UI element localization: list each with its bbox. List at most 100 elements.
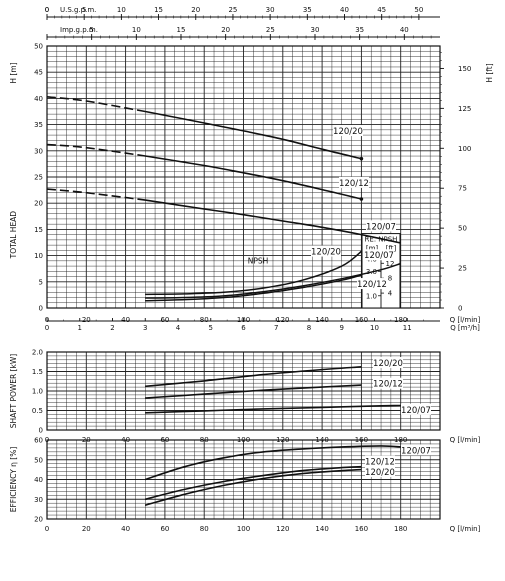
eff-y-tick-label: 40 — [34, 476, 43, 484]
head-label-120-12: 120/12 — [339, 179, 369, 189]
power-x-tick-label: 40 — [121, 436, 130, 444]
m3h-tick-label: 1 — [78, 324, 82, 332]
eff-curve-120-07 — [145, 445, 401, 481]
head-y-tick-label: 40 — [34, 95, 43, 103]
head-y-tick-label: 20 — [34, 200, 43, 208]
panel-frame — [46, 351, 441, 431]
text-layer: 0 5 10 15 20 25 30 35 40 45 505 10 15 20 25 30 35 40U.S.g… — [9, 6, 494, 533]
power-curve-120-12 — [145, 384, 362, 399]
head-curve-120-07 — [145, 199, 401, 244]
usgpm-zero-label: 0 — [45, 6, 49, 14]
head-x-lmin-tick-label: 20 — [82, 316, 91, 324]
usgpm-tick-label: 15 — [154, 6, 163, 14]
power-x-tick-label: 0 — [45, 436, 49, 444]
npsh-curve-120-20 — [145, 250, 362, 296]
power-x-tick-label: 100 — [237, 436, 250, 444]
head-y-tick-label: 0 — [39, 305, 43, 313]
m3h-tick-label: 6 — [241, 324, 246, 332]
head-x-lmin-axis-label: Q [l/min] — [450, 316, 481, 324]
power-label-120-20: 120/20 — [373, 359, 403, 369]
npsh-curve-120-07 — [145, 262, 401, 299]
power-y-tick-label: 0.5 — [32, 407, 43, 415]
ft-tick-label: 75 — [458, 185, 467, 193]
head-curve-120-20-dashed — [46, 96, 146, 113]
curve-end-marker — [359, 156, 364, 161]
impgpm-tick-label: 30 — [311, 26, 320, 34]
m3h-axis-label: Q [m³/h] — [450, 324, 480, 332]
power-y-tick-label: 2.0 — [32, 349, 43, 357]
eff-y-tick-label: 60 — [34, 437, 43, 445]
eff-x-tick-label: 80 — [200, 525, 209, 533]
head-curve-120-12-dashed — [46, 143, 146, 157]
eff-x-tick-label: 140 — [315, 525, 328, 533]
impgpm-tick-label: 25 — [266, 26, 275, 34]
total-head-label: TOTAL HEAD — [9, 211, 18, 260]
power-x-tick-label: 180 — [394, 436, 407, 444]
head-curve-120-20 — [145, 110, 362, 160]
eff-x-tick-label: 180 — [394, 525, 407, 533]
head-y-tick-label: 15 — [34, 226, 43, 234]
power-x-tick-label: 140 — [315, 436, 328, 444]
head-x-lmin-tick-label: 180 — [394, 316, 407, 324]
npsh-ft-unit: [ft] — [386, 245, 397, 253]
head-y-tick-label: 35 — [34, 121, 43, 129]
head-label-120-12-bg — [339, 176, 369, 188]
usgpm-tick-label: 20 — [191, 6, 200, 14]
head-ft-axis-label: H [ft] — [485, 63, 494, 82]
head-curve-120-12 — [145, 155, 362, 200]
eff-x-tick-label: 100 — [237, 525, 250, 533]
usgpm-tick-label: 50 — [414, 6, 423, 14]
shaft-power-label: SHAFT POWER [kW] — [9, 354, 18, 429]
m3h-tick-label: 9 — [340, 324, 344, 332]
power-label-120-12-bg — [373, 377, 403, 389]
power-curve-120-07 — [145, 404, 401, 414]
head-x-lmin-tick-label: 100 — [237, 316, 250, 324]
power-curve-120-20 — [145, 366, 362, 388]
impgpm-tick-label: 15 — [177, 26, 186, 34]
panel-frame — [46, 439, 441, 520]
head-x-lmin-tick-label: 160 — [355, 316, 368, 324]
power-x-axis-label: Q [l/min] — [450, 436, 481, 444]
ft-tick-label: 100 — [458, 145, 471, 153]
eff-x-axis-label: Q [l/min] — [450, 525, 481, 533]
head-x-lmin-tick-label: 80 — [200, 316, 209, 324]
head-label-120-20: 120/20 — [333, 127, 363, 137]
head-x-lmin-tick-label: 40 — [121, 316, 130, 324]
m3h-tick-label: 5 — [209, 324, 213, 332]
eff-label-120-20-bg — [365, 465, 395, 477]
eff-label-120-07-bg — [401, 444, 431, 456]
head-label-120-20-bg — [333, 125, 363, 137]
eff-y-tick-label: 50 — [34, 456, 43, 464]
m3h-tick-label: 0 — [45, 324, 49, 332]
power-label-120-20-bg — [373, 357, 403, 369]
m3h-tick-label: 8 — [307, 324, 311, 332]
eff-y-tick-label: 20 — [34, 516, 43, 524]
eff-label-120-12: 120/12 — [365, 458, 395, 468]
ft-tick-label: 150 — [458, 65, 471, 73]
impgpm-tick-label: 40 — [400, 26, 409, 34]
npsh-label-120-07-bg — [364, 249, 394, 261]
impgpm-tick-label: 20 — [221, 26, 230, 34]
impgpm-axis-label: Imp.g.p.m. — [60, 26, 98, 34]
m3h-tick-label: 10 — [370, 324, 379, 332]
head-x-lmin-tick-label: 120 — [276, 316, 289, 324]
power-y-tick-label: 0 — [39, 427, 43, 435]
eff-label-120-07: 120/07 — [401, 446, 431, 456]
head-x-lmin-tick-label: 60 — [160, 316, 169, 324]
usgpm-tick-label: 40 — [340, 6, 349, 14]
npsh-m-unit: [m] — [366, 245, 379, 253]
head-y-tick-label: 25 — [34, 174, 43, 182]
head-y-tick-label: 10 — [34, 252, 43, 260]
eff-x-tick-label: 40 — [121, 525, 130, 533]
m3h-tick-label: 7 — [274, 324, 278, 332]
head-x-lmin-tick-label: 0 — [45, 316, 49, 324]
usgpm-tick-label: 5 — [82, 6, 86, 14]
power-label-120-12: 120/12 — [373, 380, 403, 390]
curve-layer — [46, 96, 401, 506]
eff-x-tick-label: 20 — [82, 525, 91, 533]
npsh-label-120-12: 120/12 — [357, 280, 387, 290]
eff-x-tick-label: 160 — [355, 525, 368, 533]
eff-y-tick-label: 30 — [34, 496, 43, 504]
eff-label-120-12-bg — [365, 455, 395, 467]
